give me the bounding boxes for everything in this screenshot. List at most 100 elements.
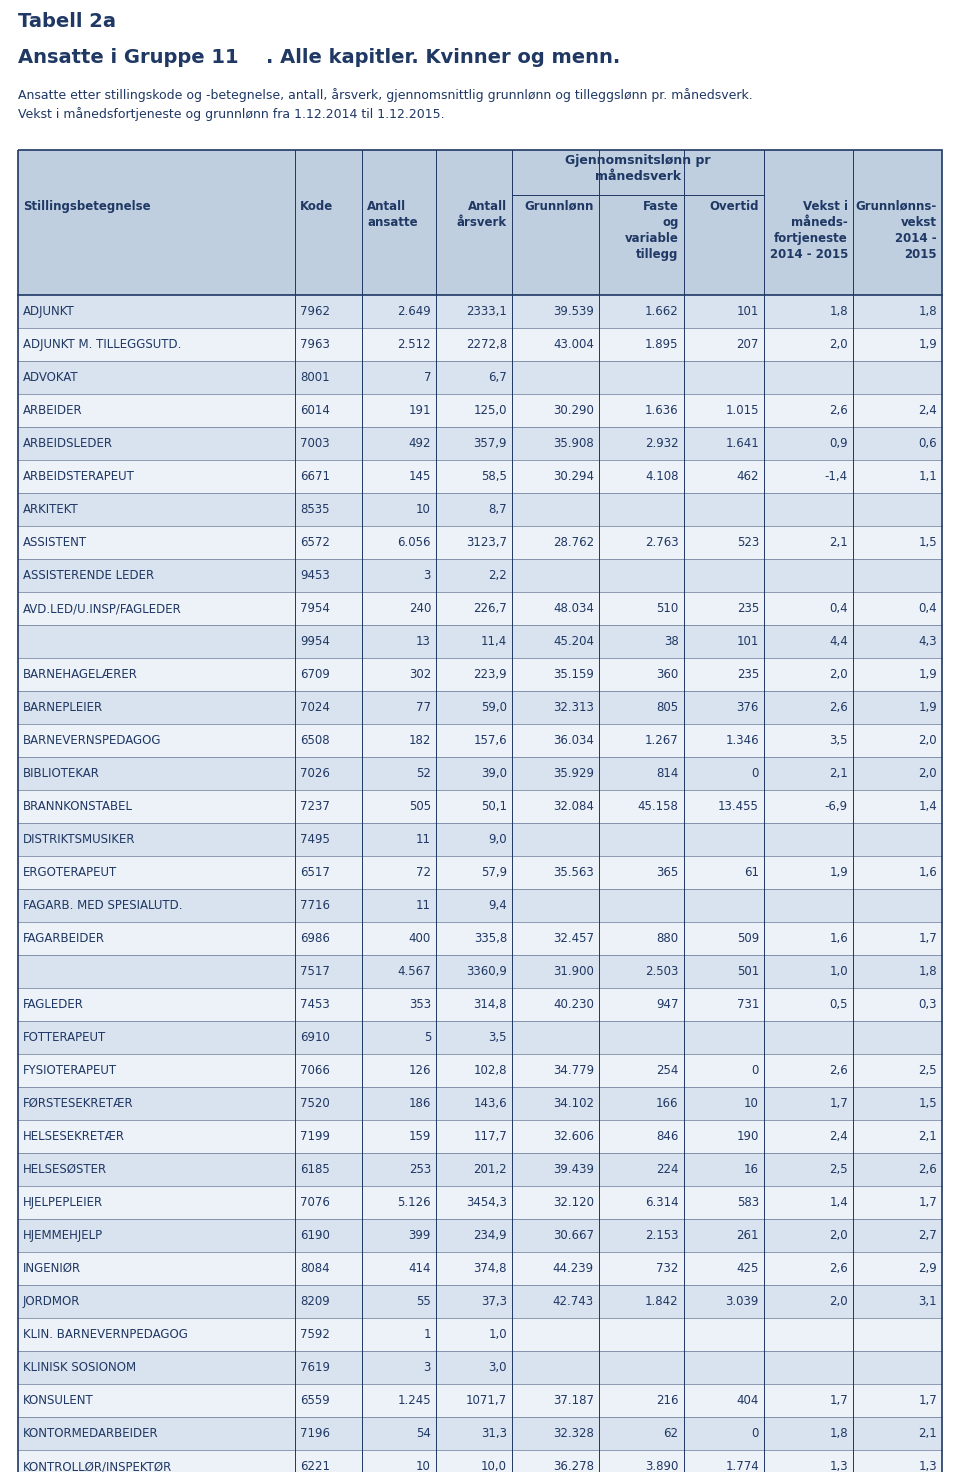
Text: 1.774: 1.774 — [725, 1460, 759, 1472]
Text: 77: 77 — [416, 701, 431, 714]
Text: Tabell 2a: Tabell 2a — [18, 12, 116, 31]
Text: 947: 947 — [656, 998, 679, 1011]
Bar — [18, 1120, 942, 1153]
Text: 2,5: 2,5 — [829, 1163, 848, 1176]
Text: ERGOTERAPEUT: ERGOTERAPEUT — [23, 866, 117, 879]
Text: 5.126: 5.126 — [397, 1195, 431, 1209]
Text: KLINISK SOSIONOM: KLINISK SOSIONOM — [23, 1362, 136, 1373]
Bar — [18, 1054, 942, 1086]
Text: 45.204: 45.204 — [553, 634, 594, 648]
Text: 37,3: 37,3 — [481, 1295, 507, 1309]
Text: 2,4: 2,4 — [919, 403, 937, 417]
Text: Vekst i
måneds-
fortjeneste
2014 - 2015: Vekst i måneds- fortjeneste 2014 - 2015 — [770, 200, 848, 261]
Text: 9,4: 9,4 — [489, 899, 507, 913]
Text: 32.120: 32.120 — [553, 1195, 594, 1209]
Text: 216: 216 — [656, 1394, 679, 1407]
Bar — [18, 294, 942, 328]
Text: 4,4: 4,4 — [829, 634, 848, 648]
Text: Faste
og
variable
tillegg: Faste og variable tillegg — [625, 200, 679, 261]
Text: 32.328: 32.328 — [553, 1426, 594, 1440]
Text: HELSESEKRETÆR: HELSESEKRETÆR — [23, 1130, 125, 1142]
Text: BRANNKONSTABEL: BRANNKONSTABEL — [23, 799, 133, 813]
Text: 240: 240 — [409, 602, 431, 615]
Text: 2,1: 2,1 — [919, 1426, 937, 1440]
Text: 32.313: 32.313 — [553, 701, 594, 714]
Bar — [18, 592, 942, 626]
Bar — [18, 955, 942, 988]
Text: Grunnlønn: Grunnlønn — [524, 200, 594, 213]
Bar — [18, 1022, 942, 1054]
Bar — [18, 1285, 942, 1317]
Text: 5: 5 — [423, 1030, 431, 1044]
Text: 2,0: 2,0 — [829, 668, 848, 682]
Bar — [18, 1418, 942, 1450]
Text: . Alle kapitler. Kvinner og menn.: . Alle kapitler. Kvinner og menn. — [266, 49, 620, 68]
Text: 186: 186 — [409, 1097, 431, 1110]
Text: 3.890: 3.890 — [645, 1460, 679, 1472]
Text: 510: 510 — [657, 602, 679, 615]
Text: BARNEVERNSPEDAGOG: BARNEVERNSPEDAGOG — [23, 735, 161, 746]
Text: 226,7: 226,7 — [473, 602, 507, 615]
Text: 7954: 7954 — [300, 602, 329, 615]
Text: 2.512: 2.512 — [397, 339, 431, 350]
Text: 7495: 7495 — [300, 833, 329, 846]
Text: 6910: 6910 — [300, 1030, 329, 1044]
Text: 360: 360 — [657, 668, 679, 682]
Text: 2.153: 2.153 — [645, 1229, 679, 1242]
Text: 6.056: 6.056 — [397, 536, 431, 549]
Text: 35.563: 35.563 — [553, 866, 594, 879]
Text: INGENIØR: INGENIØR — [23, 1262, 82, 1275]
Bar — [18, 757, 942, 790]
Text: 7196: 7196 — [300, 1426, 330, 1440]
Text: 9954: 9954 — [300, 634, 329, 648]
Text: 335,8: 335,8 — [474, 932, 507, 945]
Text: 31,3: 31,3 — [481, 1426, 507, 1440]
Text: 11: 11 — [416, 899, 431, 913]
Text: ARBEIDSTERAPEUT: ARBEIDSTERAPEUT — [23, 470, 134, 483]
Text: 253: 253 — [409, 1163, 431, 1176]
Text: ARKITEKT: ARKITEKT — [23, 503, 79, 517]
Text: 7453: 7453 — [300, 998, 329, 1011]
Text: 6709: 6709 — [300, 668, 329, 682]
Text: 6,7: 6,7 — [489, 371, 507, 384]
Text: 31.900: 31.900 — [553, 966, 594, 977]
Text: 10: 10 — [416, 503, 431, 517]
Text: 314,8: 314,8 — [473, 998, 507, 1011]
Bar — [18, 724, 942, 757]
Text: 261: 261 — [736, 1229, 759, 1242]
Text: FØRSTESEKRETÆR: FØRSTESEKRETÆR — [23, 1097, 133, 1110]
Bar — [18, 1153, 942, 1186]
Text: 235: 235 — [736, 668, 759, 682]
Text: 1.267: 1.267 — [645, 735, 679, 746]
Text: 6572: 6572 — [300, 536, 329, 549]
Text: 191: 191 — [409, 403, 431, 417]
Text: 3123,7: 3123,7 — [466, 536, 507, 549]
Bar — [18, 690, 942, 724]
Text: 13.455: 13.455 — [718, 799, 759, 813]
Text: ARBEIDER: ARBEIDER — [23, 403, 83, 417]
Text: 6517: 6517 — [300, 866, 329, 879]
Text: 7619: 7619 — [300, 1362, 330, 1373]
Text: 1.662: 1.662 — [645, 305, 679, 318]
Text: Kode: Kode — [300, 200, 333, 213]
Text: 523: 523 — [736, 536, 759, 549]
Bar — [18, 459, 942, 493]
Text: 302: 302 — [409, 668, 431, 682]
Bar — [18, 427, 942, 459]
Text: 1,9: 1,9 — [829, 866, 848, 879]
Text: 505: 505 — [409, 799, 431, 813]
Text: 583: 583 — [737, 1195, 759, 1209]
Text: 52: 52 — [416, 767, 431, 780]
Text: 2,2: 2,2 — [489, 570, 507, 581]
Bar — [18, 1351, 942, 1384]
Text: 11,4: 11,4 — [481, 634, 507, 648]
Bar — [18, 857, 942, 889]
Text: ADJUNKT M. TILLEGGSUTD.: ADJUNKT M. TILLEGGSUTD. — [23, 339, 181, 350]
Text: 55: 55 — [417, 1295, 431, 1309]
Text: 2272,8: 2272,8 — [466, 339, 507, 350]
Text: 7517: 7517 — [300, 966, 329, 977]
Text: -6,9: -6,9 — [825, 799, 848, 813]
Text: 34.779: 34.779 — [553, 1064, 594, 1078]
Text: ASSISTERENDE LEDER: ASSISTERENDE LEDER — [23, 570, 155, 581]
Text: 1,3: 1,3 — [829, 1460, 848, 1472]
